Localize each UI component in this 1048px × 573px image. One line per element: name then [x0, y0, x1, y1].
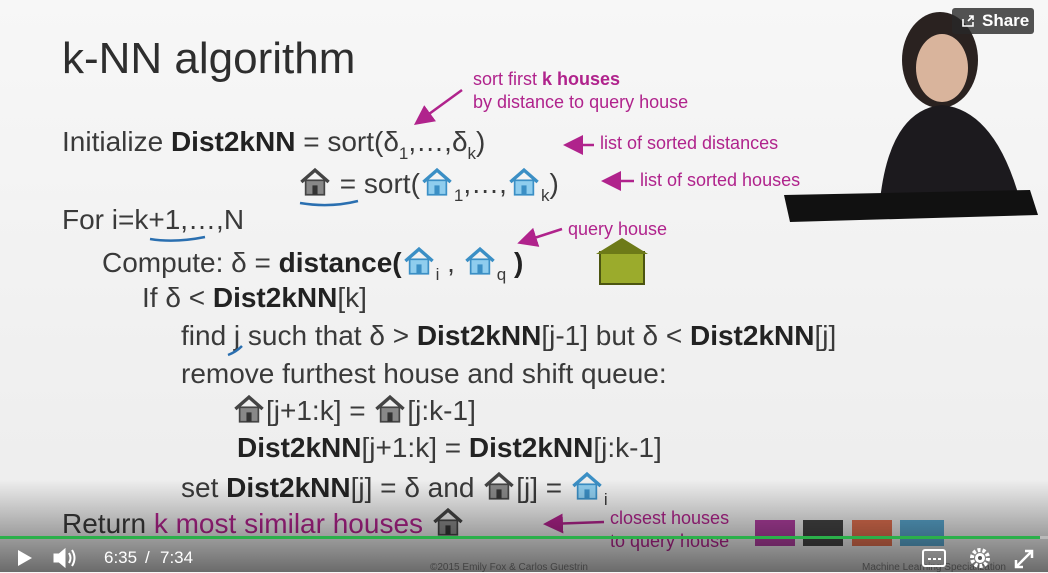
- slide-text: = sort(δ: [295, 126, 399, 157]
- slide-text: [j:k-1]: [593, 432, 662, 463]
- slide-text: i: [435, 265, 440, 284]
- progress-bar[interactable]: [0, 536, 1040, 539]
- settings-button[interactable]: [970, 548, 990, 568]
- slide-text: Dist2kNN: [212, 282, 338, 313]
- slide-text: Dist2kNN: [170, 126, 296, 157]
- slide-text: find j such that δ >: [181, 320, 417, 351]
- slide-text: If δ <: [142, 282, 213, 313]
- slide-text: [j-1] but δ <: [541, 320, 690, 351]
- algorithm-line: Initialize Dist2kNN = sort(δ1,…,δk): [62, 125, 485, 171]
- annotation: list of sorted houses: [640, 170, 801, 190]
- slide-text: [k]: [337, 282, 367, 313]
- fullscreen-button[interactable]: [1014, 549, 1034, 569]
- annotation: query house: [568, 219, 668, 239]
- algorithm-line: Dist2kNN[j+1:k] = Dist2kNN[j:k-1]: [237, 431, 662, 465]
- slide-text: ,…,: [463, 168, 507, 199]
- slide-text: distance(: [278, 247, 402, 278]
- share-button[interactable]: Share: [952, 8, 1034, 34]
- slide-text: [j+1:k] =: [266, 395, 374, 426]
- slide-text: ): [506, 247, 524, 278]
- slide-text: Dist2kNN: [689, 320, 815, 351]
- slide-text: k: [467, 144, 477, 163]
- slide-text: remove furthest house and shift queue:: [181, 358, 667, 389]
- slide-text: Dist2kNN: [237, 432, 362, 463]
- current-time: 6:35: [104, 548, 138, 567]
- slide-text: [j]: [814, 320, 837, 351]
- time-separator: /: [145, 548, 150, 567]
- share-icon: [962, 15, 974, 27]
- slide-text: Initialize: [62, 126, 171, 157]
- player-controls: [0, 480, 1048, 572]
- slide-text: ,: [439, 247, 463, 278]
- algorithm-line: find j such that δ > Dist2kNN[j-1] but δ…: [181, 319, 836, 353]
- slide-text: k: [540, 186, 550, 205]
- algorithm-line: Compute: δ = distance( i , q ): [102, 245, 523, 292]
- algorithm-line: If δ < Dist2kNN[k]: [142, 281, 367, 315]
- duration: 7:34: [160, 548, 194, 567]
- slide-text: 1: [398, 144, 409, 163]
- annotation: sort first k houses: [473, 68, 620, 90]
- algorithm-line: [j+1:k] = [j:k-1]: [232, 393, 476, 428]
- slide-text: Dist2kNN: [416, 320, 542, 351]
- annotation: sort first: [473, 69, 543, 89]
- arrows: [413, 88, 634, 534]
- control-bar: [0, 536, 1048, 569]
- slide-text: 1: [453, 186, 464, 205]
- annotation: k houses: [542, 69, 621, 89]
- slide-text: ): [476, 126, 486, 157]
- algorithm-line: = sort( 1,…, k): [298, 166, 559, 213]
- annotation: list of sorted distances: [600, 133, 779, 153]
- slide-text: Compute: δ =: [102, 247, 279, 278]
- slide-text: [j:k-1]: [407, 395, 476, 426]
- presenter-video: [784, 12, 1038, 222]
- slide-text: = sort(: [339, 168, 420, 199]
- slide-text: ,…,δ: [408, 126, 468, 157]
- slide-text: q: [496, 265, 507, 284]
- slide-text: [j+1:k] =: [361, 432, 469, 463]
- slide-text: For i=k+1,…,N: [62, 204, 245, 235]
- share-label[interactable]: Share: [982, 11, 1030, 30]
- play-button[interactable]: [18, 550, 32, 566]
- underlines: [149, 199, 359, 357]
- slide-text: Dist2kNN: [468, 432, 594, 463]
- slide-title: k-NN algorithm: [62, 34, 356, 83]
- slide-text: ): [549, 168, 559, 199]
- captions-button[interactable]: [922, 549, 946, 567]
- volume-button[interactable]: [53, 547, 76, 569]
- annotation: by distance to query house: [473, 92, 689, 112]
